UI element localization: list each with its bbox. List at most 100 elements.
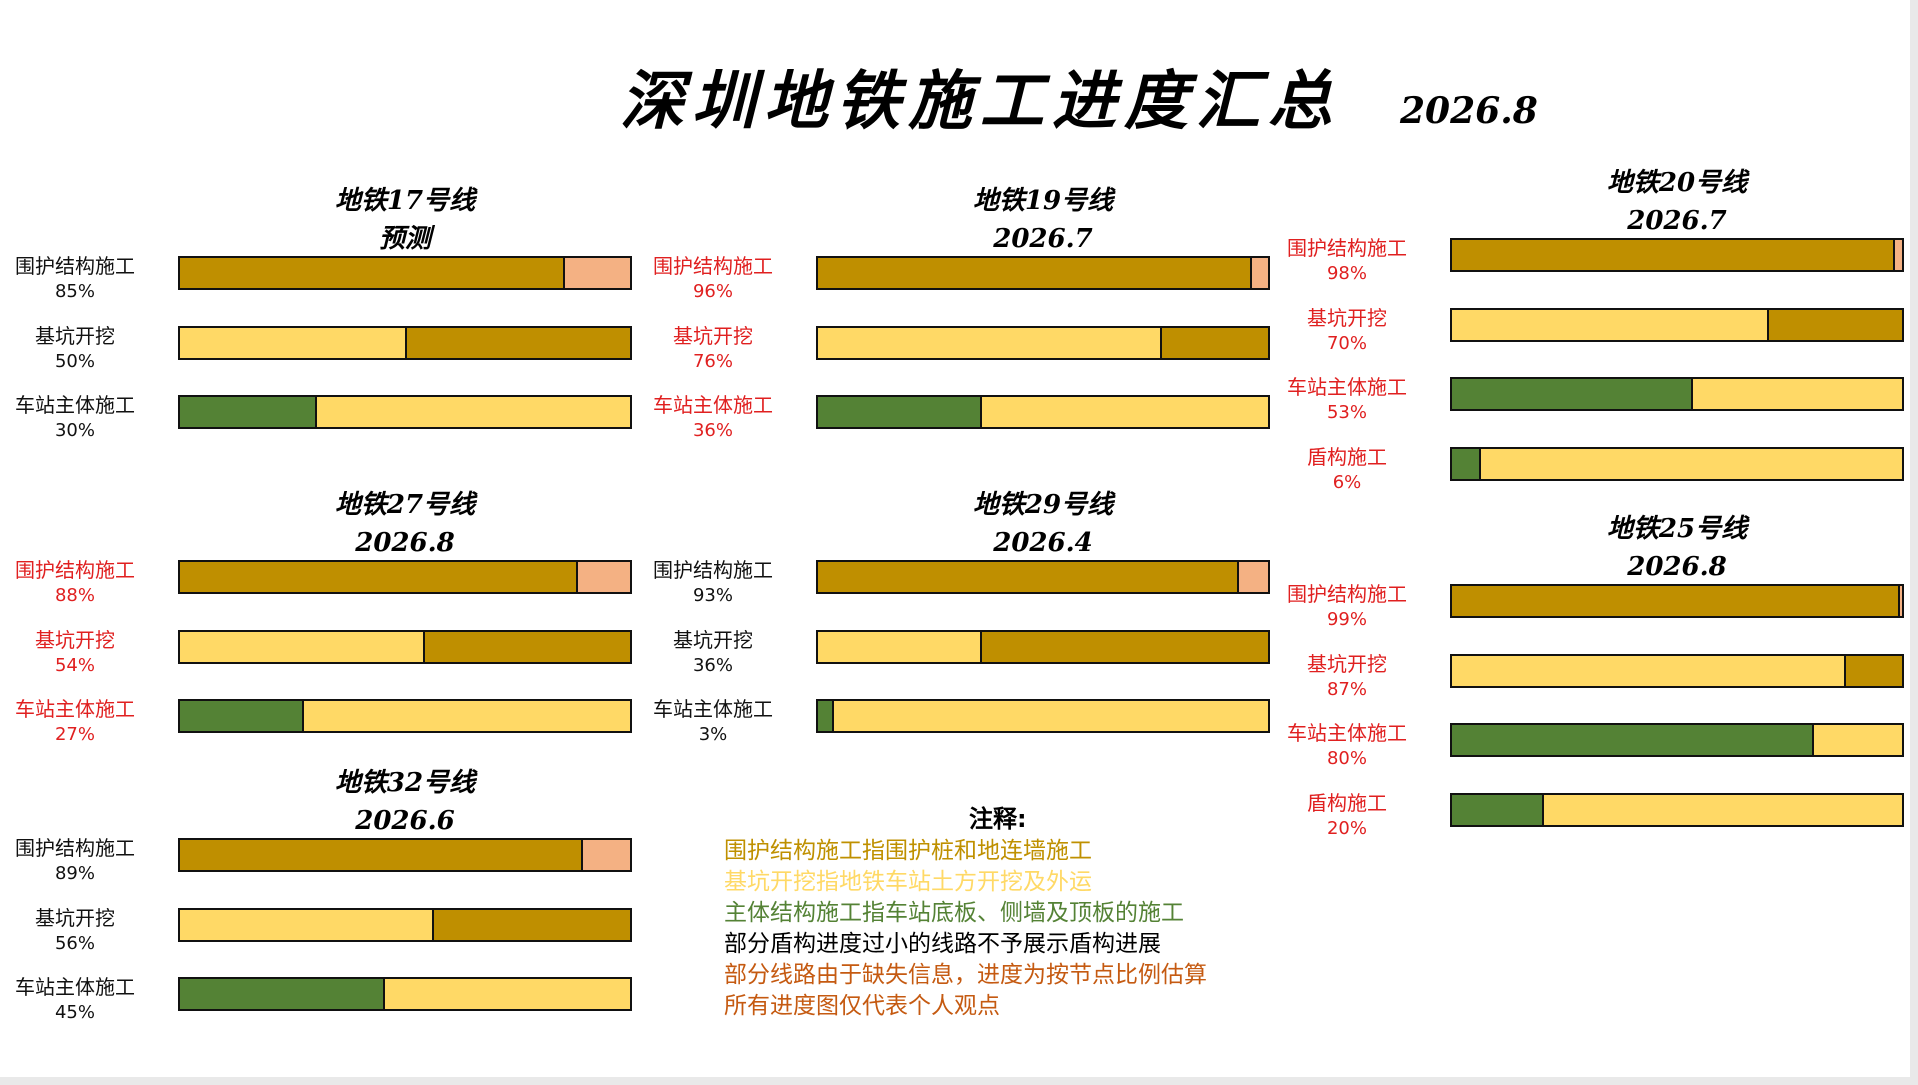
- bar-done-segment: [180, 632, 423, 662]
- progress-bar: [816, 395, 1270, 429]
- line-20-panel: 地铁20号线 2026.7 围护结构施工 98% 基坑开挖 70% 车站主体施工 53% 盾构施…: [1272, 164, 1912, 493]
- progress-bar: [178, 256, 632, 290]
- row-percent: 45%: [54, 1002, 95, 1023]
- progress-bar: [178, 699, 632, 733]
- row-label-text: 车站主体施工: [1287, 721, 1407, 745]
- line-subtitle: 2026.7: [1627, 206, 1727, 236]
- main-title: 深圳地铁施工进度汇总 2026.8: [620, 50, 1538, 140]
- progress-bar: [816, 256, 1270, 290]
- bar-remaining-segment: [562, 258, 630, 288]
- row-label-text: 基坑开挖: [1307, 306, 1387, 330]
- bar-remaining-segment: [432, 910, 630, 940]
- note-line: 部分盾构进度过小的线路不予展示盾构进展: [724, 931, 1161, 957]
- line-subtitle: 2026.6: [355, 806, 455, 836]
- row-label-text: 基坑开挖: [673, 324, 753, 348]
- row-label: 围护结构施工 98%: [1272, 234, 1422, 286]
- row-percent: 70%: [1326, 333, 1367, 354]
- row-label-text: 基坑开挖: [35, 906, 115, 930]
- line-name: 地铁32号线: [334, 768, 476, 798]
- progress-row: 盾构施工 20%: [1272, 789, 1912, 849]
- bar-remaining-segment: [1690, 379, 1902, 409]
- note-line: 主体结构施工指车站底板、侧墙及顶板的施工: [724, 900, 1184, 926]
- line-subtitle: 2026.7: [993, 224, 1093, 254]
- row-label: 基坑开挖 87%: [1272, 650, 1422, 702]
- progress-row: 基坑开挖 70%: [1272, 304, 1912, 364]
- row-label: 车站主体施工 45%: [0, 973, 150, 1025]
- line-name: 地铁25号线: [1606, 514, 1748, 544]
- row-label: 围护结构施工 93%: [638, 556, 788, 608]
- bar-remaining-segment: [301, 701, 630, 731]
- bar-done-segment: [1452, 725, 1812, 755]
- row-percent: 89%: [54, 863, 95, 884]
- row-label-text: 车站主体施工: [15, 393, 135, 417]
- progress-bar: [1450, 447, 1904, 481]
- progress-bar: [1450, 238, 1904, 272]
- progress-bar: [1450, 584, 1904, 618]
- title-date: 2026.8: [1400, 90, 1538, 132]
- progress-row: 围护结构施工 88%: [0, 556, 640, 616]
- row-label-text: 围护结构施工: [1287, 236, 1407, 260]
- row-label: 基坑开挖 54%: [0, 626, 150, 678]
- row-label-text: 车站主体施工: [15, 975, 135, 999]
- row-label: 车站主体施工 53%: [1272, 373, 1422, 425]
- bar-remaining-segment: [405, 328, 630, 358]
- line-name: 地铁17号线: [334, 186, 476, 216]
- row-label: 车站主体施工 30%: [0, 391, 150, 443]
- bar-done-segment: [180, 910, 432, 940]
- progress-row: 基坑开挖 54%: [0, 626, 640, 686]
- bar-done-segment: [180, 562, 576, 592]
- line-name: 地铁27号线: [334, 490, 476, 520]
- row-label-text: 围护结构施工: [15, 558, 135, 582]
- row-percent: 85%: [54, 281, 95, 302]
- row-label-text: 基坑开挖: [673, 628, 753, 652]
- row-label: 基坑开挖 36%: [638, 626, 788, 678]
- row-label-text: 围护结构施工: [15, 836, 135, 860]
- row-percent: 20%: [1326, 818, 1367, 839]
- row-percent: 36%: [692, 655, 733, 676]
- bar-done-segment: [1452, 795, 1542, 825]
- row-percent: 80%: [1326, 748, 1367, 769]
- progress-bar: [178, 908, 632, 942]
- bar-done-segment: [1452, 379, 1691, 409]
- row-percent: 98%: [1326, 263, 1367, 284]
- progress-bar: [1450, 308, 1904, 342]
- progress-bar: [816, 326, 1270, 360]
- row-percent: 27%: [54, 724, 95, 745]
- line-name: 地铁19号线: [972, 186, 1114, 216]
- bar-remaining-segment: [1479, 449, 1902, 479]
- note-line: 围护结构施工指围护桩和地连墙施工: [724, 838, 1092, 864]
- bar-remaining-segment: [1812, 725, 1902, 755]
- panel-title: 地铁17号线 预测: [220, 182, 590, 258]
- progress-row: 车站主体施工 80%: [1272, 719, 1912, 779]
- progress-row: 车站主体施工 3%: [638, 695, 1278, 755]
- line-subtitle: 2026.8: [1627, 552, 1727, 582]
- bar-remaining-segment: [1843, 656, 1902, 686]
- progress-row: 围护结构施工 85%: [0, 252, 640, 312]
- row-label-text: 车站主体施工: [653, 393, 773, 417]
- progress-bar: [816, 630, 1270, 664]
- bar-remaining-segment: [580, 840, 630, 870]
- bar-remaining-segment: [1893, 240, 1902, 270]
- progress-row: 车站主体施工 36%: [638, 391, 1278, 451]
- progress-bar: [1450, 793, 1904, 827]
- bar-done-segment: [818, 258, 1250, 288]
- row-label: 车站主体施工 80%: [1272, 719, 1422, 771]
- bar-done-segment: [1452, 240, 1893, 270]
- row-percent: 99%: [1326, 609, 1367, 630]
- progress-row: 基坑开挖 87%: [1272, 650, 1912, 710]
- bar-done-segment: [818, 397, 980, 427]
- row-label: 基坑开挖 50%: [0, 322, 150, 374]
- title-text: 深圳地铁施工进度汇总: [620, 64, 1340, 139]
- row-percent: 87%: [1326, 679, 1367, 700]
- progress-row: 车站主体施工 30%: [0, 391, 640, 451]
- bar-remaining-segment: [1767, 310, 1902, 340]
- row-label-text: 车站主体施工: [1287, 375, 1407, 399]
- progress-bar: [178, 977, 632, 1011]
- progress-bar: [178, 630, 632, 664]
- row-label-text: 基坑开挖: [35, 324, 115, 348]
- progress-bar: [178, 326, 632, 360]
- panel-title: 地铁25号线 2026.8: [1492, 510, 1862, 586]
- bar-done-segment: [180, 840, 581, 870]
- progress-row: 车站主体施工 53%: [1272, 373, 1912, 433]
